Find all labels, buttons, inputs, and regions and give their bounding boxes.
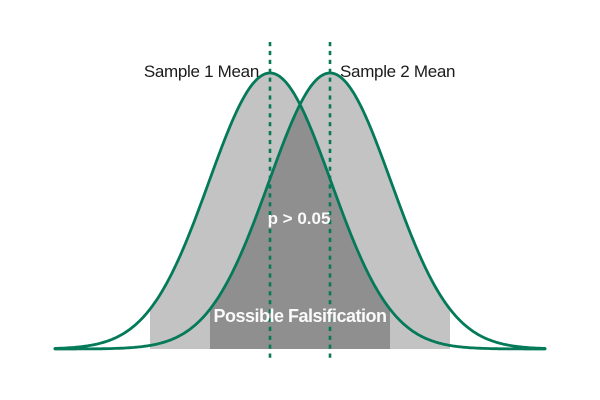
sample2-mean-label: Sample 2 Mean <box>340 62 455 81</box>
p-value-label: p > 0.05 <box>268 209 331 228</box>
possible-falsification-label: Possible Falsification <box>213 306 386 326</box>
sample2-curve <box>53 71 547 351</box>
overlap-shaded-area <box>210 104 390 350</box>
sample1-mean-label: Sample 1 Mean <box>144 62 259 81</box>
